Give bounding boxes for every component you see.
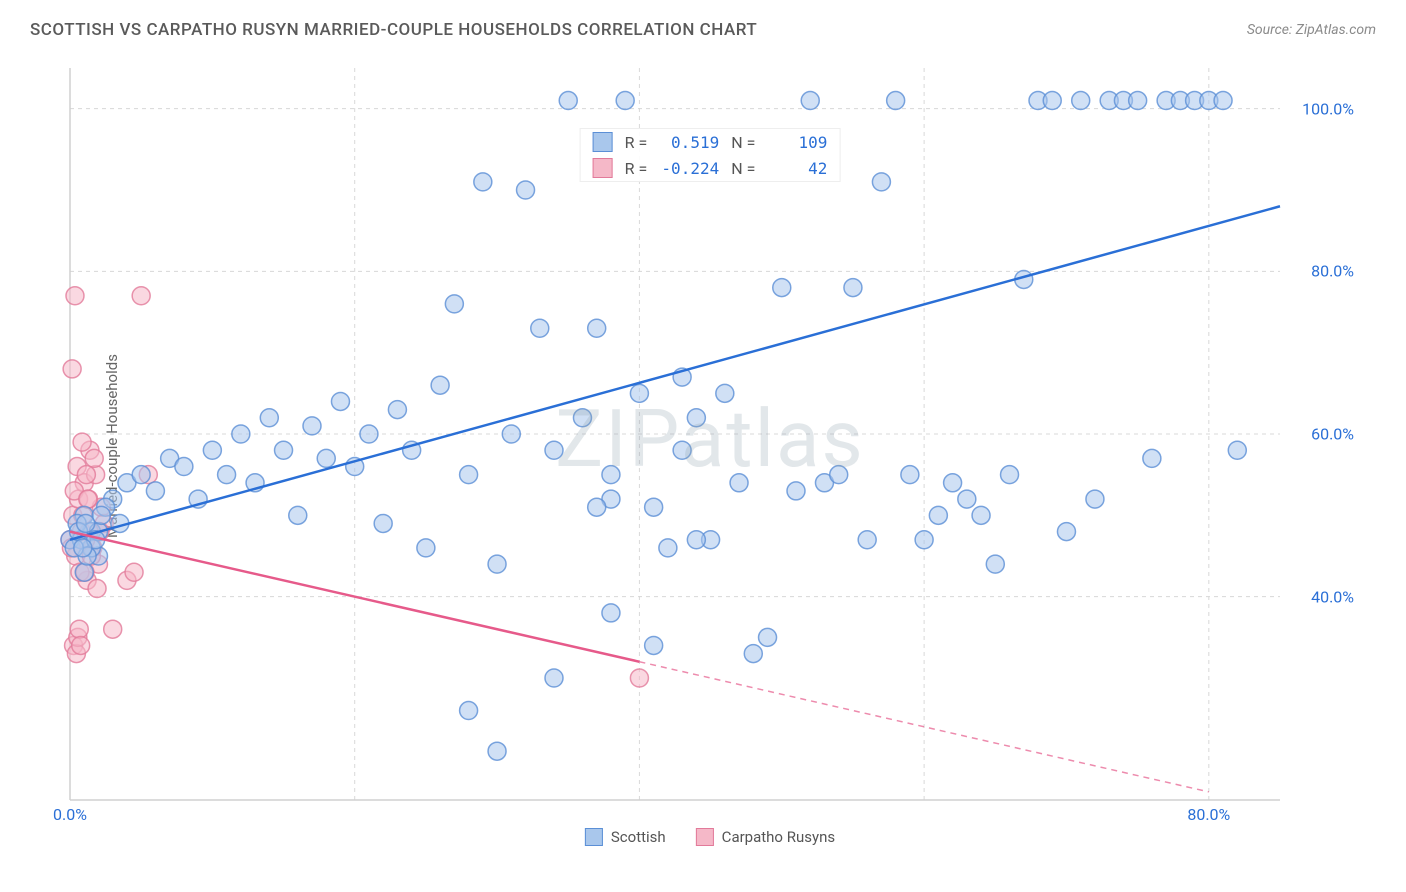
r-value: -0.224 bbox=[659, 159, 719, 178]
r-label: R = bbox=[625, 133, 648, 152]
r-label: R = bbox=[625, 159, 648, 178]
y-tick-label: 60.0% bbox=[1311, 425, 1354, 444]
source-label: Source: ZipAtlas.com bbox=[1247, 22, 1376, 38]
legend-swatch-icon bbox=[585, 828, 603, 846]
chart-area: ZIPatlas R = 0.519 N = 109 R = -0.224 N … bbox=[60, 60, 1360, 850]
stats-row-scottish: R = 0.519 N = 109 bbox=[581, 129, 840, 155]
chart-title: SCOTTISH VS CARPATHO RUSYN MARRIED-COUPL… bbox=[30, 20, 757, 40]
stats-legend: R = 0.519 N = 109 R = -0.224 N = 42 bbox=[580, 128, 841, 182]
legend-swatch-icon bbox=[593, 132, 613, 152]
y-tick-label: 80.0% bbox=[1311, 262, 1354, 281]
y-tick-label: 100.0% bbox=[1302, 99, 1354, 118]
legend-label: Carpatho Rusyns bbox=[722, 828, 835, 846]
series-legend: Scottish Carpatho Rusyns bbox=[585, 828, 835, 846]
y-tick-label: 40.0% bbox=[1311, 587, 1354, 606]
legend-swatch-icon bbox=[696, 828, 714, 846]
r-value: 0.519 bbox=[659, 133, 719, 152]
n-label: N = bbox=[731, 133, 755, 152]
x-tick-label: 0.0% bbox=[53, 805, 87, 824]
legend-item-carpatho: Carpatho Rusyns bbox=[696, 828, 835, 846]
n-value: 42 bbox=[767, 159, 827, 178]
stats-row-carpatho: R = -0.224 N = 42 bbox=[581, 155, 840, 181]
legend-label: Scottish bbox=[611, 828, 666, 846]
n-label: N = bbox=[731, 159, 755, 178]
legend-swatch-icon bbox=[593, 158, 613, 178]
x-tick-label: 80.0% bbox=[1187, 805, 1230, 824]
legend-item-scottish: Scottish bbox=[585, 828, 666, 846]
n-value: 109 bbox=[767, 133, 827, 152]
